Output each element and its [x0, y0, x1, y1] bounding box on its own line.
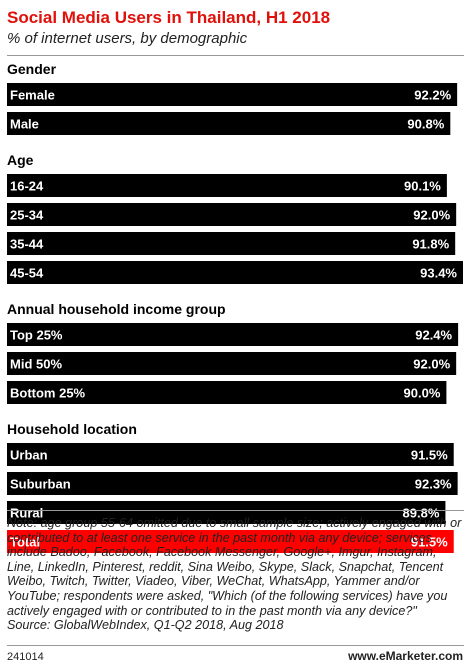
data-bar-rural [7, 501, 446, 524]
data-label-35-44: 35-44 [10, 237, 44, 252]
note-text: Note: age group 55-64 omitted due to sma… [7, 516, 462, 618]
data-value-16-24: 90.1% [404, 179, 441, 194]
chart-title: Social Media Users in Thailand, H1 2018 [7, 8, 331, 27]
data-value-25-34: 92.0% [413, 208, 450, 223]
data-bar-suburban [7, 472, 458, 495]
data-bar-bottom-25 [7, 381, 447, 404]
data-label-female: Female [10, 88, 55, 103]
data-value-suburban: 92.3% [415, 477, 452, 492]
group-heading-age: Age [7, 152, 34, 168]
brand-logo: www.eMarketer.com [348, 649, 463, 663]
data-label-25-34: 25-34 [10, 208, 44, 223]
data-bar-male [7, 112, 451, 135]
data-label-mid-50: Mid 50% [10, 357, 62, 372]
top-divider [7, 55, 464, 56]
data-value-35-44: 91.8% [412, 237, 449, 252]
source-text: Source: GlobalWebIndex, Q1-Q2 2018, Aug … [7, 618, 284, 633]
footnote: Note: age group 55-64 omitted due to sma… [7, 516, 465, 633]
data-bar-urban [7, 443, 454, 466]
data-value-female: 92.2% [414, 88, 451, 103]
chart-subtitle: % of internet users, by demographic [7, 30, 248, 47]
data-label-urban: Urban [10, 448, 48, 463]
data-bar-25-34 [7, 203, 457, 226]
data-label-rural: Rural [10, 506, 43, 521]
data-label-male: Male [10, 117, 39, 132]
group-heading-annual-household-income-group: Annual household income group [7, 301, 226, 317]
data-bar-mid-50 [7, 352, 457, 375]
total-value-total: 91.5% [411, 535, 448, 550]
group-heading-household-location: Household location [7, 421, 137, 437]
data-value-mid-50: 92.0% [413, 357, 450, 372]
footer-divider [7, 645, 464, 646]
chart-id: 241014 [7, 651, 44, 663]
group-heading-gender: Gender [7, 61, 57, 77]
data-label-top-25: Top 25% [10, 328, 63, 343]
data-label-suburban: Suburban [10, 477, 71, 492]
data-bar-top-25 [7, 323, 459, 346]
data-value-rural: 89.8% [403, 506, 440, 521]
data-label-bottom-25: Bottom 25% [10, 386, 86, 401]
data-bar-35-44 [7, 232, 456, 255]
data-value-urban: 91.5% [411, 448, 448, 463]
data-value-bottom-25: 90.0% [404, 386, 441, 401]
data-value-top-25: 92.4% [415, 328, 452, 343]
note-divider [7, 510, 464, 511]
data-value-male: 90.8% [407, 117, 444, 132]
data-value-45-54: 93.4% [420, 266, 457, 281]
data-label-16-24: 16-24 [10, 179, 44, 194]
data-label-45-54: 45-54 [10, 266, 44, 281]
data-bar-16-24 [7, 174, 447, 197]
data-bar-45-54 [7, 261, 463, 284]
data-bar-female [7, 83, 458, 106]
total-bar-total [7, 530, 454, 553]
total-label-total: Total [10, 535, 40, 550]
